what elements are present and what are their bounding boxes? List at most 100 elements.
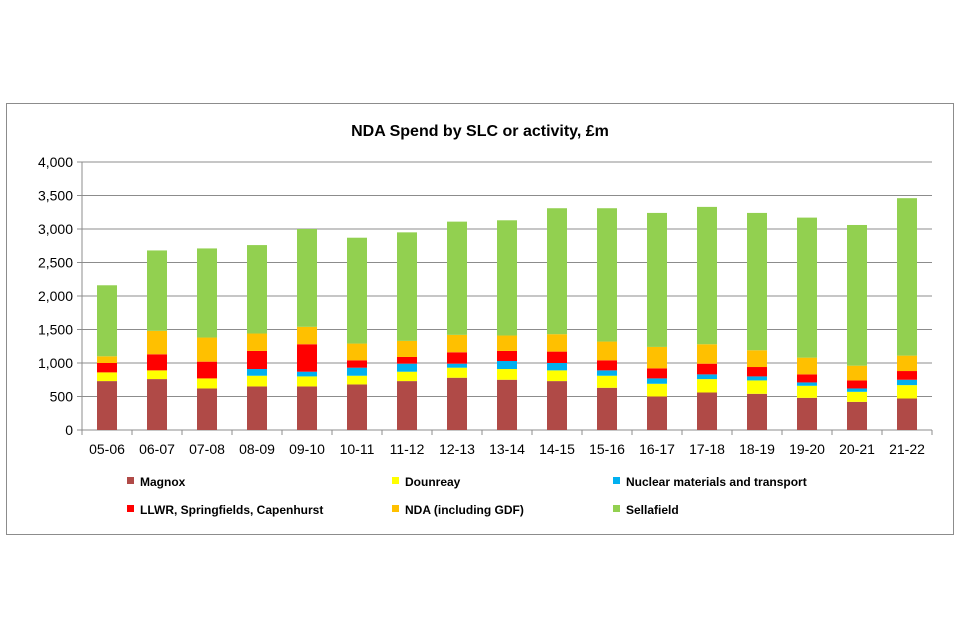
x-tick-label: 07-08	[189, 441, 225, 457]
x-tick-label: 05-06	[89, 441, 125, 457]
x-tick-label: 21-22	[889, 441, 925, 457]
bar-segment-magnox	[847, 401, 867, 430]
legend-swatch	[613, 505, 620, 512]
bar-segment-magnox	[547, 381, 567, 430]
x-tick-label: 16-17	[639, 441, 675, 457]
bar-segment-nuclear-materials-and-transport	[297, 371, 317, 377]
bar-segment-sellafield	[747, 212, 767, 351]
x-tick-label: 17-18	[689, 441, 725, 457]
y-tick-label: 0	[65, 422, 73, 438]
bar-segment-magnox	[647, 396, 667, 430]
bar-segment-sellafield	[197, 248, 217, 338]
y-tick-label: 2,000	[38, 288, 73, 304]
bar-segment-sellafield	[97, 285, 117, 357]
bar-segment-nda-including-gdf	[247, 333, 267, 351]
bar-segment-magnox	[247, 386, 267, 430]
bar-segment-nda-including-gdf	[747, 350, 767, 368]
bar-segment-sellafield	[347, 237, 367, 344]
bar-segment-nda-including-gdf	[97, 356, 117, 363]
bar-segment-dounreay	[147, 370, 167, 380]
bar-segment-dounreay	[647, 383, 667, 397]
bar-segment-dounreay	[747, 380, 767, 394]
bar-segment-nuclear-materials-and-transport	[447, 363, 467, 368]
bar-segment-dounreay	[297, 376, 317, 387]
bar-segment-nuclear-materials-and-transport	[397, 363, 417, 372]
bar-segment-sellafield	[447, 221, 467, 335]
bar-segment-sellafield	[247, 245, 267, 334]
legend-swatch	[127, 505, 134, 512]
bar-segment-magnox	[747, 393, 767, 430]
bar-segment-dounreay	[597, 375, 617, 388]
bar-segment-sellafield	[897, 198, 917, 356]
bar-segment-magnox	[597, 387, 617, 430]
x-tick-labels: 05-06 06-07 07-08 08-09 09-10 10-11 11-12 12-13…	[89, 441, 925, 457]
bar-segment-sellafield	[847, 224, 867, 366]
x-tick-label: 19-20	[789, 441, 825, 457]
legend-swatch	[613, 477, 620, 484]
bar-segment-llwr-springfields-capenhurst	[747, 367, 767, 377]
bar-segment-magnox	[497, 379, 517, 430]
x-tick-label: 09-10	[289, 441, 325, 457]
bar-segment-magnox	[797, 397, 817, 430]
bar-stacks	[97, 198, 917, 430]
bar-segment-sellafield	[797, 217, 817, 358]
bar-segment-llwr-springfields-capenhurst	[497, 350, 517, 361]
bar-segment-llwr-springfields-capenhurst	[447, 352, 467, 364]
bar-segment-magnox	[697, 392, 717, 430]
bar-segment-dounreay	[697, 379, 717, 393]
bar-segment-magnox	[447, 377, 467, 430]
bar-segment-dounreay	[397, 371, 417, 382]
bar-segment-sellafield	[147, 250, 167, 331]
bar-segment-nuclear-materials-and-transport	[847, 388, 867, 392]
legend-label: NDA (including GDF)	[405, 503, 524, 517]
bar-segment-nuclear-materials-and-transport	[897, 379, 917, 386]
x-tick-label: 15-16	[589, 441, 625, 457]
bar-segment-dounreay	[547, 370, 567, 382]
bar-segment-nda-including-gdf	[897, 355, 917, 372]
bar-segment-nuclear-materials-and-transport	[547, 363, 567, 371]
bar-segment-magnox	[197, 388, 217, 430]
bar-segment-sellafield	[397, 232, 417, 341]
x-tick-label: 12-13	[439, 441, 475, 457]
bar-segment-nuclear-materials-and-transport	[497, 360, 517, 370]
bar-segment-dounreay	[347, 375, 367, 385]
bar-segment-nuclear-materials-and-transport	[747, 376, 767, 381]
bar-segment-sellafield	[497, 220, 517, 336]
legend: Magnox Dounreay Nuclear materials and tran…	[127, 475, 807, 517]
bar-segment-nda-including-gdf	[697, 344, 717, 364]
bar-segment-nuclear-materials-and-transport	[647, 378, 667, 384]
bar-segment-sellafield	[547, 208, 567, 335]
bar-segment-nda-including-gdf	[797, 357, 817, 375]
x-tick-label: 13-14	[489, 441, 525, 457]
bar-segment-dounreay	[447, 367, 467, 378]
bar-segment-nda-including-gdf	[197, 337, 217, 362]
bar-segment-nda-including-gdf	[347, 343, 367, 361]
bar-segment-llwr-springfields-capenhurst	[647, 368, 667, 379]
bar-segment-magnox	[397, 381, 417, 430]
bar-segment-nda-including-gdf	[397, 340, 417, 357]
x-tick-label: 06-07	[139, 441, 175, 457]
bar-segment-nda-including-gdf	[297, 326, 317, 345]
bar-segment-magnox	[147, 379, 167, 430]
bar-segment-nda-including-gdf	[647, 346, 667, 369]
bar-segment-dounreay	[897, 385, 917, 399]
bar-segment-nuclear-materials-and-transport	[597, 370, 617, 376]
bar-segment-llwr-springfields-capenhurst	[347, 360, 367, 368]
bar-segment-magnox	[897, 398, 917, 430]
y-tick-label: 1,500	[38, 322, 73, 338]
x-tick-label: 10-11	[340, 441, 375, 457]
bar-segment-llwr-springfields-capenhurst	[547, 351, 567, 363]
bar-segment-nda-including-gdf	[847, 365, 867, 381]
bar-segment-dounreay	[797, 385, 817, 398]
bar-segment-sellafield	[597, 208, 617, 342]
bar-segment-sellafield	[297, 229, 317, 327]
x-tick-label: 08-09	[239, 441, 275, 457]
bar-segment-sellafield	[647, 212, 667, 347]
chart-title: NDA Spend by SLC or activity, £m	[351, 123, 609, 140]
legend-swatch	[392, 477, 399, 484]
legend-label: Dounreay	[405, 475, 461, 489]
y-tick-label: 500	[50, 389, 74, 405]
bar-segment-nda-including-gdf	[597, 341, 617, 361]
y-tick-label: 2,500	[38, 255, 73, 271]
bar-segment-nuclear-materials-and-transport	[247, 369, 267, 376]
